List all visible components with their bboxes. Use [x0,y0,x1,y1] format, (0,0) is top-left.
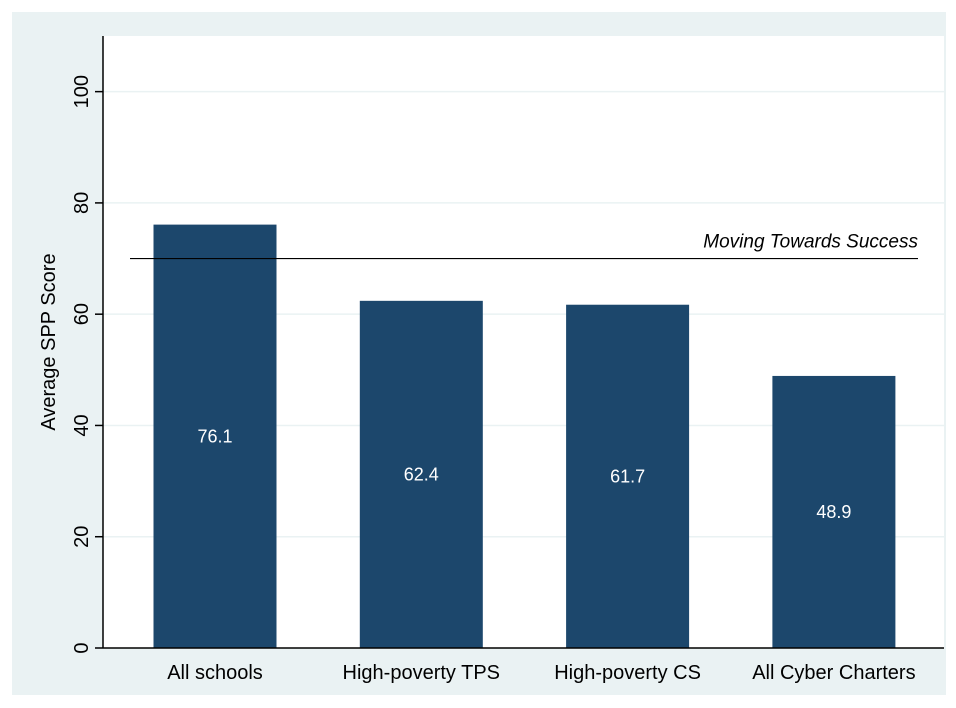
y-tick-label: 60 [71,303,93,325]
bar-value-label: 61.7 [610,466,645,486]
x-tick-label: All Cyber Charters [752,662,915,684]
x-tick-label: High-poverty CS [554,662,701,684]
x-tick-labels: All schools High-poverty TPS High-poverty … [167,662,915,684]
y-axis-title: Average SPP Score [38,253,60,430]
y-tick-label: 20 [71,526,93,548]
axes [102,36,944,649]
reference-line-label: Moving Towards Success [703,232,918,253]
y-tick-label: 100 [71,75,93,108]
bars: 76.1 62.4 61.7 48.9 [153,224,896,648]
bar-value-label: 76.1 [197,426,232,446]
y-tick-label: 80 [71,192,93,214]
y-tick-label: 0 [71,642,93,653]
bar-value-label: 62.4 [404,464,439,484]
x-tick-label: High-poverty TPS [343,662,500,684]
bar [153,224,277,648]
bar [772,375,896,648]
y-tick-label: 40 [71,414,93,436]
y-ticks: 0 20 40 60 80 100 [71,75,103,654]
x-tick-label: All schools [167,662,263,684]
bar [359,300,483,648]
reference-line-group: Moving Towards Success [130,232,918,260]
bar-value-label: 48.9 [816,502,851,522]
bar [566,304,690,648]
